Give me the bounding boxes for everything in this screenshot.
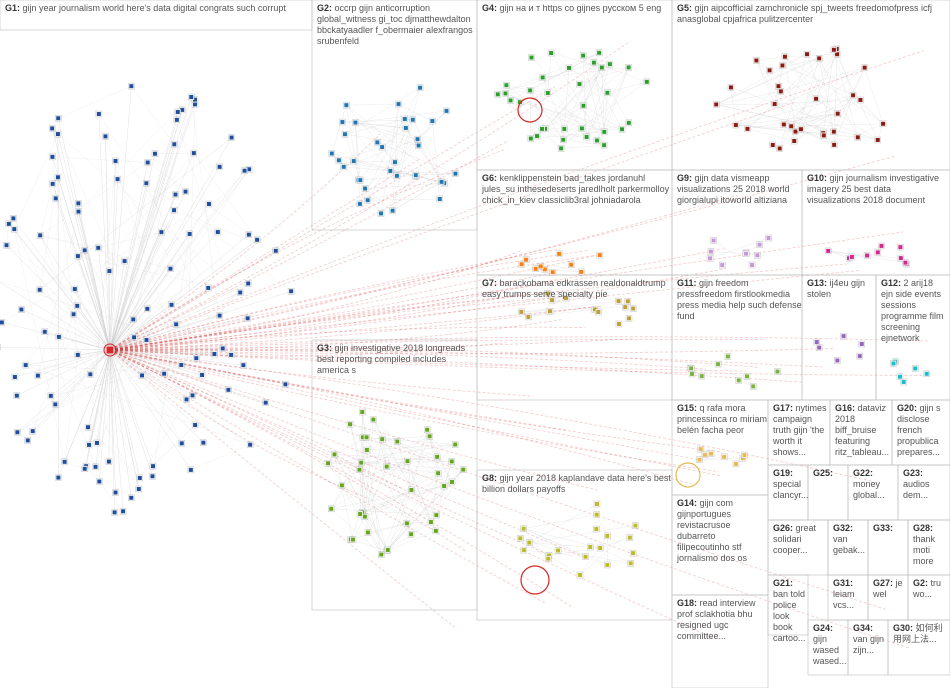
network-canvas [0, 0, 950, 688]
